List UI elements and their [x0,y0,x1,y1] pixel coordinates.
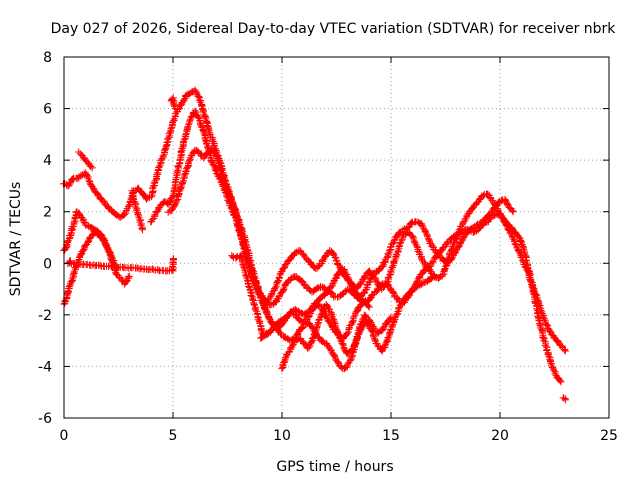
plot-frame [63,56,610,419]
y-tick-label: 0 [43,256,52,272]
x-tick-label: 0 [60,428,69,444]
y-tick-label: 4 [43,153,52,169]
data-points [59,86,569,404]
x-tick-label: 20 [491,428,509,444]
x-tick-label: 5 [169,428,178,444]
x-axis-label: GPS time / hours [276,459,393,475]
series-G-markers [60,208,133,288]
series-C [164,146,373,342]
series-J [64,255,177,275]
x-tick-label: 10 [273,428,291,444]
y-tick-label: 8 [43,50,52,66]
y-axis-label: SDTVAR / TECUs [8,182,24,297]
y-tick-label: 2 [43,205,52,221]
series-J-markers [64,255,177,275]
axis-ticks [63,56,610,419]
series-F [278,210,565,386]
x-tick-label: 15 [382,428,400,444]
series-E-markers [265,190,569,355]
series-I [75,94,569,404]
series-G [60,208,133,288]
x-tick-label: 25 [600,428,618,444]
y-tick-labels: -6 -4 -2 0 2 4 6 8 [38,50,52,427]
series-C-markers [164,146,373,342]
x-tick-labels: 0 5 10 15 20 25 [60,428,618,444]
y-tick-label: -2 [38,308,52,324]
y-tick-label: 6 [43,102,52,118]
y-tick-label: -6 [38,411,52,427]
series-F-markers [278,210,565,386]
series-I-markers [75,94,569,404]
series-E [265,190,569,355]
y-tick-label: -4 [38,359,52,375]
chart-title: Day 027 of 2026, Sidereal Day-to-day VTE… [51,21,617,37]
